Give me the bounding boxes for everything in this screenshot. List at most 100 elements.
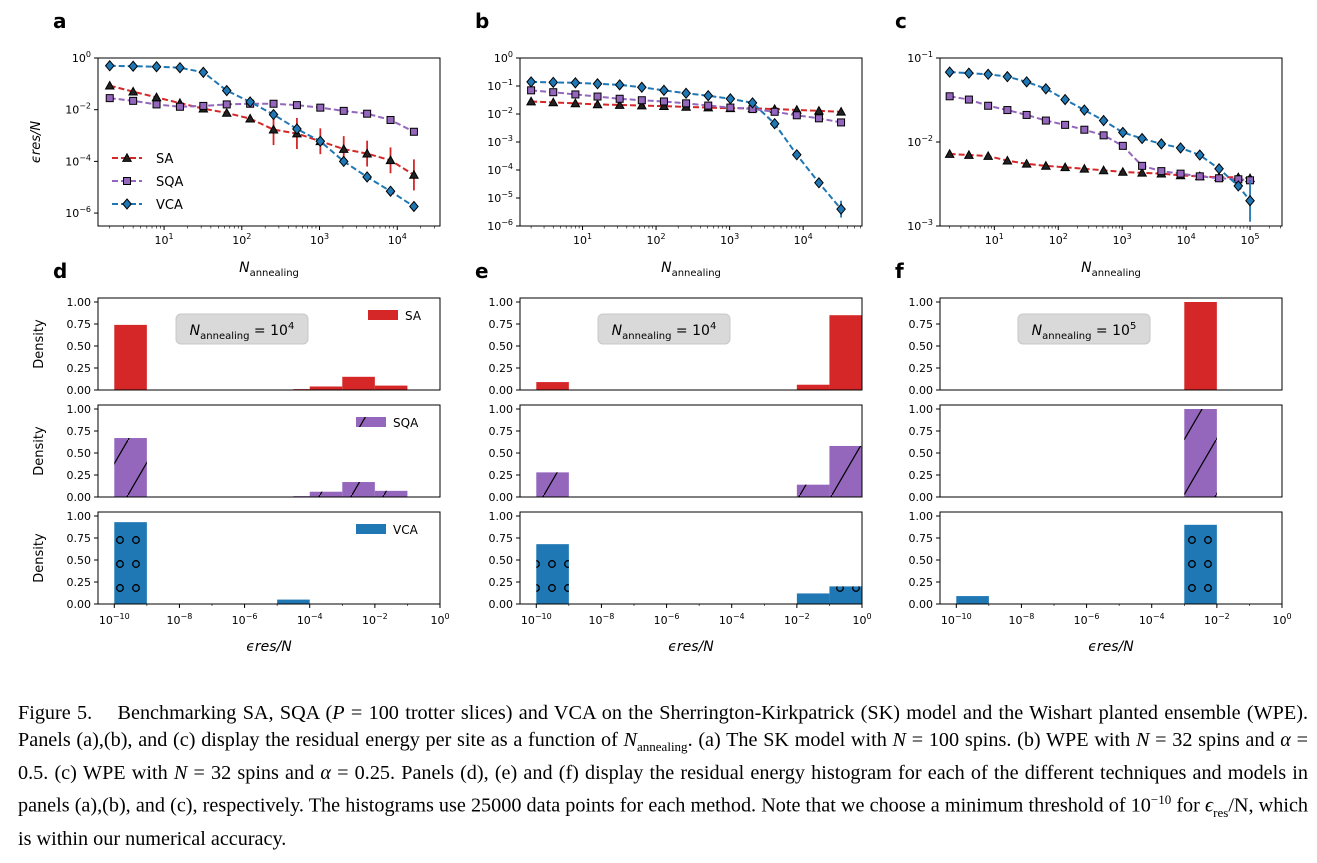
caption-math: N (1135, 728, 1150, 751)
data-point (983, 150, 994, 160)
data-point (121, 152, 133, 162)
annotation-box: Nannealing = 104 (175, 313, 309, 345)
legend: SQA (356, 416, 419, 430)
hist-bar-hatch (536, 472, 569, 497)
y-tick-label: 0.00 (489, 598, 514, 611)
data-point (814, 114, 823, 123)
data-point (636, 100, 647, 110)
data-point (221, 107, 232, 117)
hist-bar (374, 385, 408, 390)
annotation-box: Nannealing = 104 (597, 313, 731, 345)
data-point (269, 99, 278, 108)
x-tick-label: 10−8 (167, 612, 193, 627)
data-point (1156, 138, 1167, 150)
tick-label: 10−10 (941, 612, 972, 627)
legend-label: VCA (156, 198, 183, 213)
y-tick-label: 0.50 (909, 447, 934, 460)
axes-frame (97, 57, 441, 227)
hist-row-sqa: 0.00 0.25 0.50 0.75 1.00 Density SQA (32, 403, 441, 504)
annotation-bg (597, 313, 731, 345)
data-point (385, 155, 396, 165)
tick-label: 10−1 (487, 78, 513, 93)
tick-label: 10−2 (487, 106, 513, 121)
data-point (526, 76, 536, 88)
data-point (1137, 132, 1147, 145)
hist-bar-hatch (114, 438, 147, 497)
series-sa (104, 80, 419, 191)
y-tick-label: 0.00 (909, 491, 934, 504)
y-tick-label: 0.50 (67, 447, 92, 460)
data-point (944, 148, 955, 158)
x-axis-label: ϵres/N (668, 639, 714, 655)
y-tick-label: 10−6 (487, 218, 513, 233)
data-point (386, 115, 395, 124)
data-point (984, 101, 993, 110)
y-tick-label: 0.75 (67, 318, 92, 331)
caption-math: P (332, 702, 345, 724)
y-tick-label: 0.25 (489, 576, 514, 589)
x-tick-label: 105 (1240, 232, 1259, 247)
tick-label: 102 (647, 232, 666, 247)
x-tick-label: 10−10 (521, 612, 552, 627)
tick-label: 10−4 (1139, 612, 1165, 627)
annotation-text: Nannealing = 104 (612, 321, 717, 342)
data-point (769, 117, 780, 130)
x-tick-label: 10−6 (232, 612, 258, 627)
data-point (292, 123, 302, 135)
series-vca (944, 66, 1255, 222)
annotation-text: Nannealing = 104 (190, 321, 295, 342)
hist-bar-hatch (796, 484, 830, 497)
y-axis-label: ϵres/N (29, 121, 44, 163)
data-point (813, 105, 824, 115)
y-axis-label: Density (32, 319, 47, 369)
data-point (1022, 110, 1031, 119)
caption-text-2b: = 100 spins. (b) WPE with (906, 728, 1136, 751)
y-tick-label: 0.50 (67, 554, 92, 567)
caption-threshold: 10 (1130, 794, 1151, 817)
y-tick-label: 0.00 (67, 384, 92, 397)
y-tick-label: 0.25 (909, 469, 934, 482)
x-tick-label: 10−4 (719, 612, 745, 627)
data-point (636, 81, 647, 94)
data-point (592, 78, 603, 90)
data-point (105, 94, 114, 103)
data-point (152, 100, 161, 109)
data-point (1080, 125, 1089, 134)
caption-math: ϵ (1205, 794, 1214, 817)
tick-label: 10−1 (907, 50, 933, 65)
tick-label: 10−3 (487, 134, 513, 149)
hist-row-sqa: 0.00 0.25 0.50 0.75 1.00 (489, 403, 863, 504)
caption-text-1: Benchmarking SA, SQA ( (117, 702, 333, 724)
y-tick-label: 10−1 (907, 50, 933, 65)
x-tick-label: 10−8 (589, 612, 615, 627)
caption-math: N (623, 728, 638, 751)
tick-label: 10−2 (784, 612, 810, 627)
caption-math: N (173, 762, 188, 785)
y-tick-label: 0.00 (67, 491, 92, 504)
x-tick-label: 10−4 (297, 612, 323, 627)
hist-row-sqa: 0.00 0.25 0.50 0.75 1.00 (909, 403, 1283, 504)
y-tick-label: 1.00 (67, 510, 92, 523)
y-tick-label: 0.75 (67, 532, 92, 545)
annotation-bg (175, 313, 309, 345)
data-point (548, 97, 559, 107)
data-point (339, 106, 348, 115)
x-axis-label: Nannealing (1081, 260, 1141, 279)
x-tick-label: 10−8 (1009, 612, 1035, 627)
x-tick-label: 10−6 (1074, 612, 1100, 627)
hist-bar (536, 382, 569, 390)
annotation-box: Nannealing = 105 (1017, 313, 1151, 345)
hist-row-vca: 0.00 0.25 0.50 0.75 1.00 10−10 10−8 10−6 10−4 10−… (489, 510, 872, 655)
data-point (682, 99, 691, 108)
tick-label: 10−4 (719, 612, 745, 627)
x-tick-label: 10−2 (784, 612, 810, 627)
data-point (104, 80, 115, 90)
data-point (770, 107, 779, 116)
y-tick-label: 100 (494, 50, 513, 65)
y-tick-label: 1.00 (489, 403, 514, 416)
y-tick-label: 1.00 (489, 510, 514, 523)
axes-frame (939, 511, 1283, 605)
caption-sub: res (1213, 804, 1229, 820)
data-point (245, 96, 255, 108)
series-vca (104, 60, 419, 213)
